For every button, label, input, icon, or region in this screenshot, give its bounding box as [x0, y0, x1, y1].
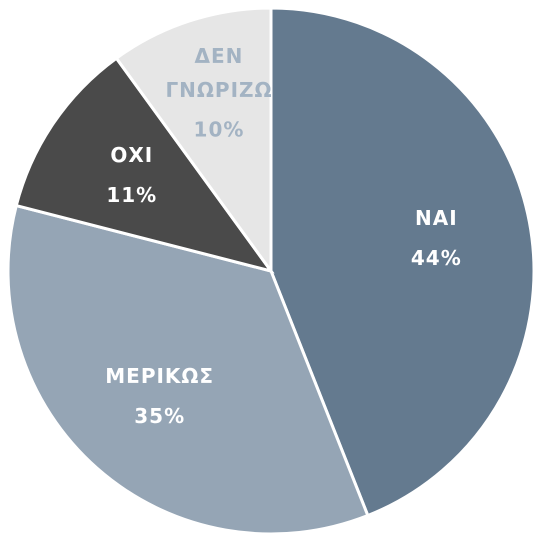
slice-label: ΔΕΝ ΓΝΩΡΙΖΩ	[165, 43, 272, 101]
pie-slice	[114, 6, 273, 276]
pie-slice	[269, 6, 533, 518]
pie-slice	[14, 56, 275, 274]
value-label: 11%	[106, 183, 157, 207]
slice-label: ΜΕΡΙΚΩΣ	[105, 364, 214, 388]
value-label: 10%	[194, 117, 245, 141]
slice-label: ΝΑΙ	[415, 206, 458, 230]
slice-label: ΟΧΙ	[110, 143, 153, 167]
value-label: 44%	[411, 246, 462, 270]
value-label: 35%	[134, 404, 185, 428]
